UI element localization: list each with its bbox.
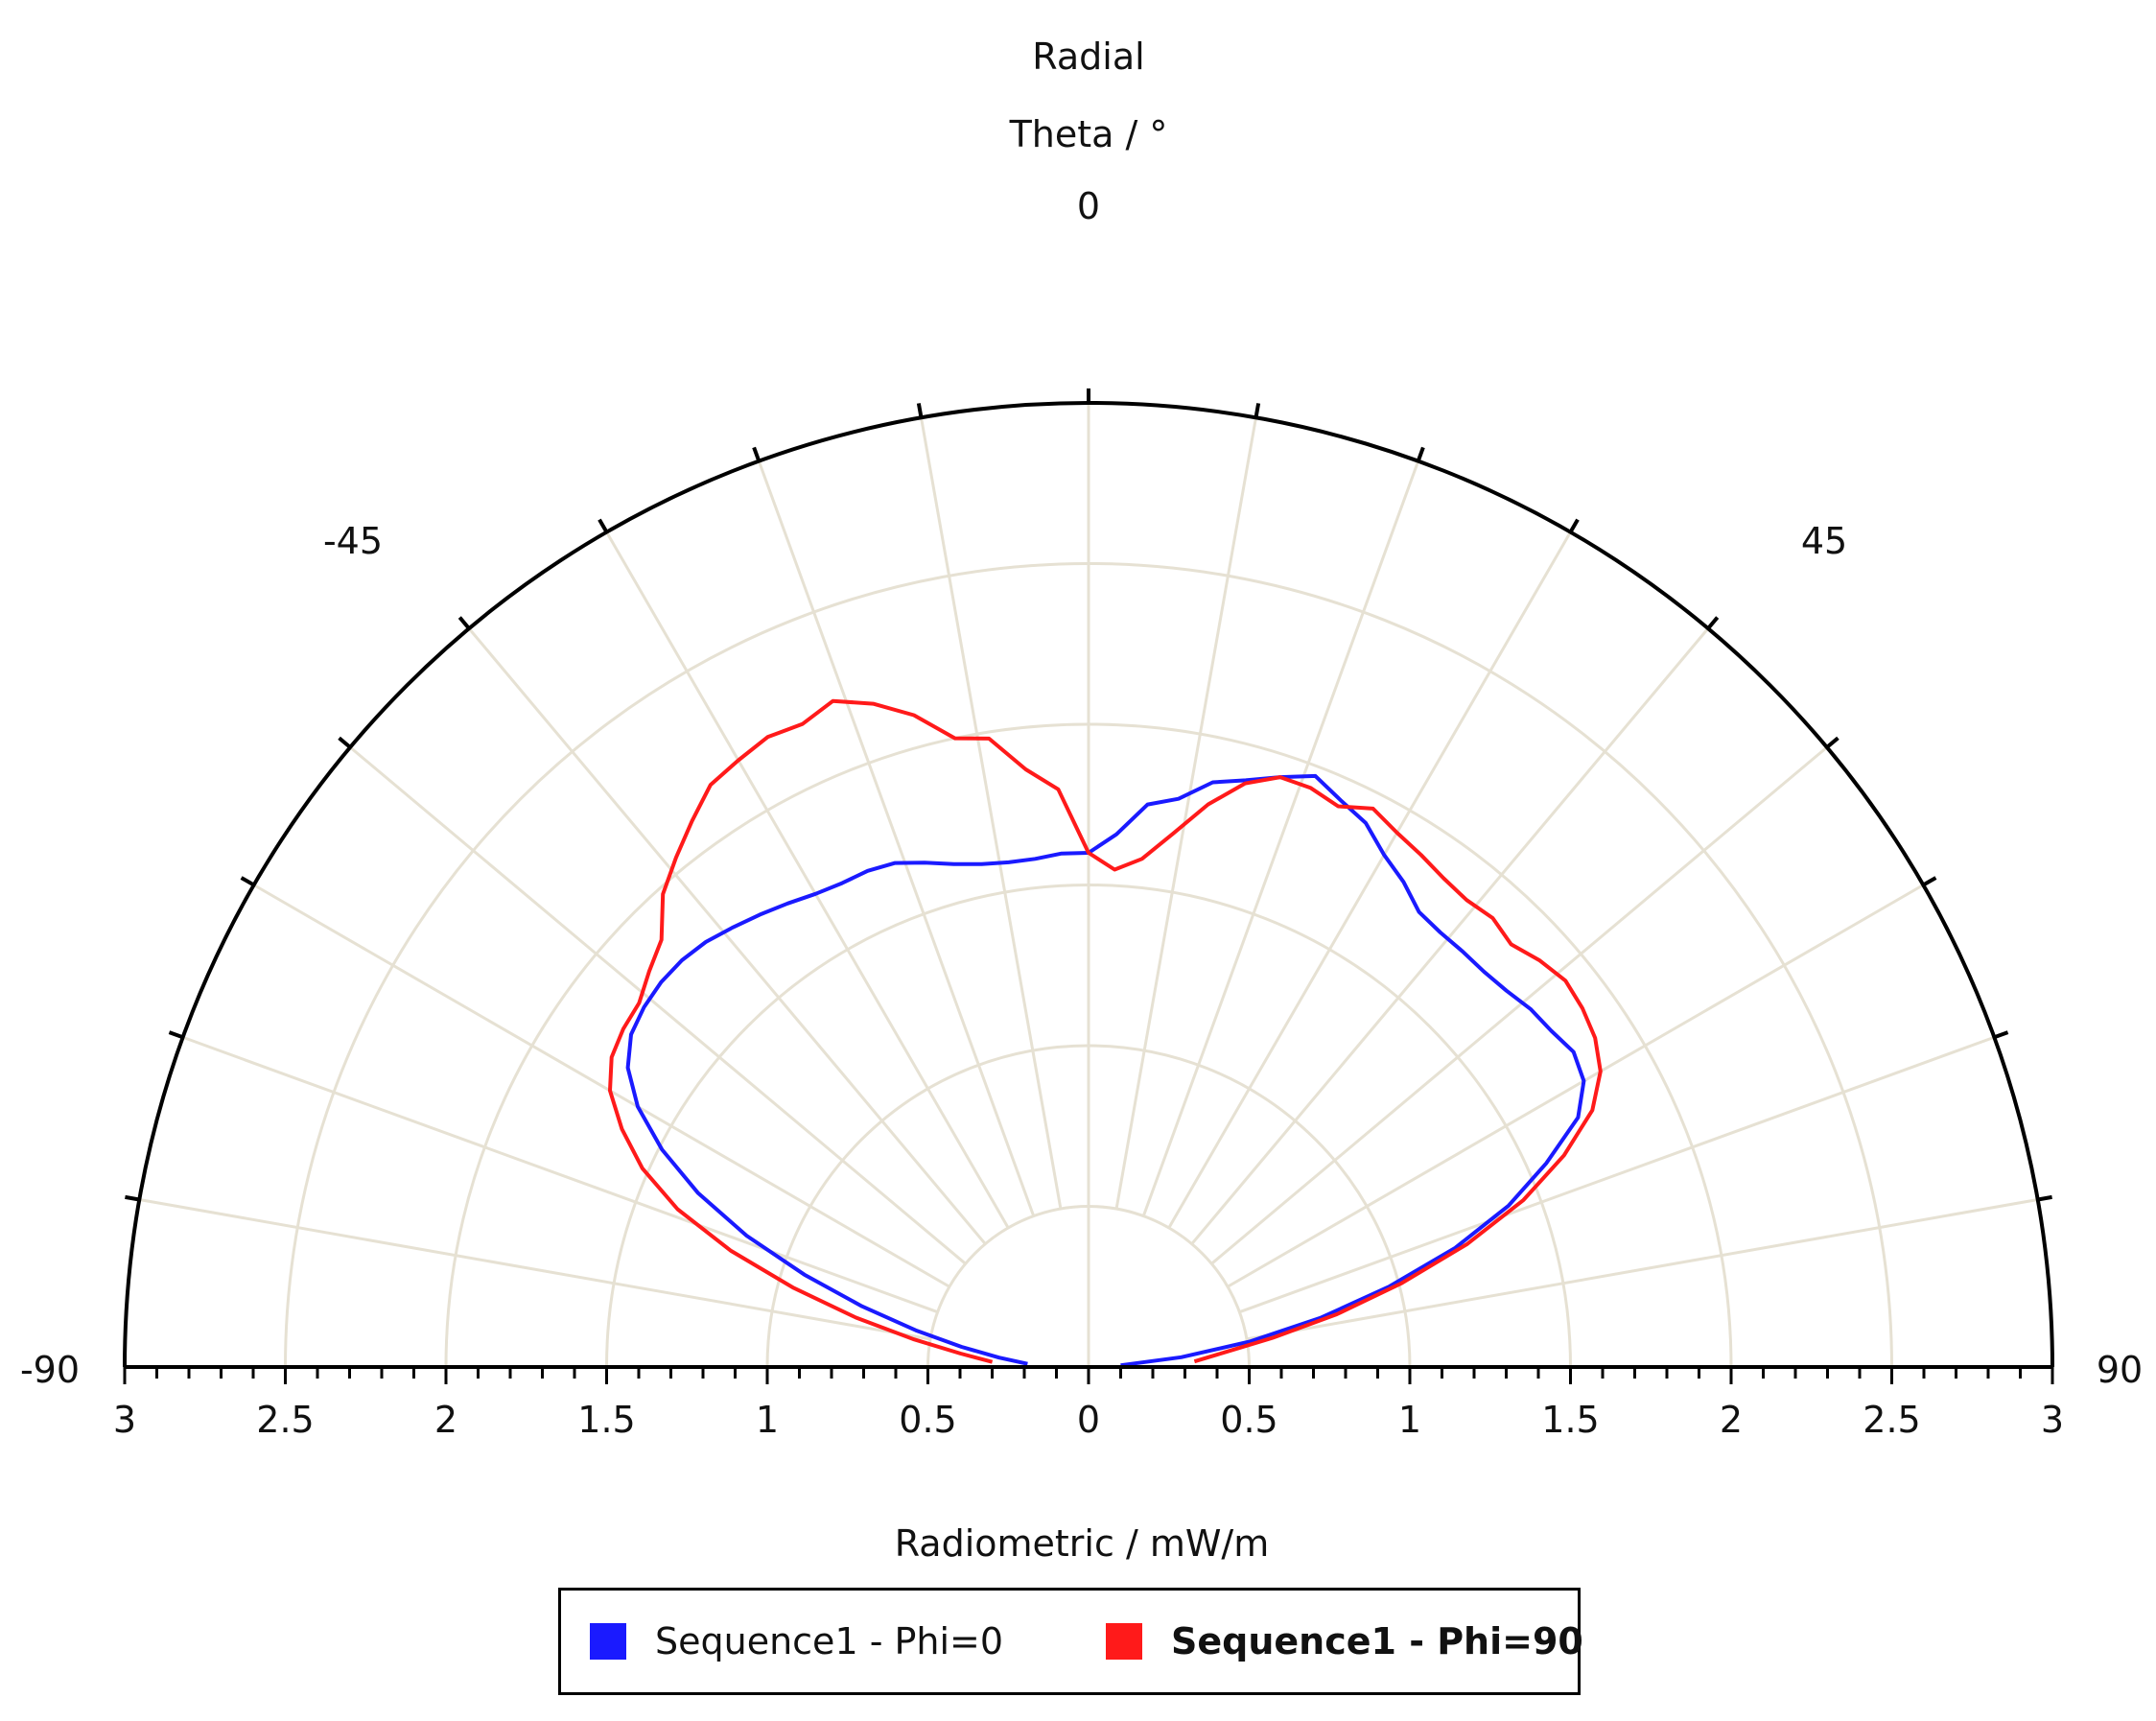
legend-item-phi0: Sequence1 - Phi=0 xyxy=(590,1591,1003,1692)
legend-label-phi90: Sequence1 - Phi=90 xyxy=(1171,1620,1583,1662)
angle-tick xyxy=(338,736,352,749)
angle-tick xyxy=(240,876,255,887)
grid-spoke xyxy=(1227,884,1925,1288)
grid xyxy=(139,403,2038,1368)
grid-spoke xyxy=(139,1198,931,1341)
angle-tick xyxy=(598,518,609,533)
radius-tick-label: 0.5 xyxy=(899,1399,956,1441)
radius-tick-label: 2.5 xyxy=(1863,1399,1920,1441)
grid-spoke xyxy=(467,627,987,1245)
radius-tick-label: 2 xyxy=(1720,1399,1743,1441)
angle-tick xyxy=(168,1030,184,1040)
angle-tick-label: 0 xyxy=(1077,185,1100,227)
angle-tick-label: -45 xyxy=(323,520,383,562)
radius-tick-label: 2 xyxy=(434,1399,457,1441)
radius-tick-label: 1 xyxy=(756,1399,779,1441)
grid-spoke xyxy=(920,417,1063,1210)
grid-spoke xyxy=(1167,530,1572,1229)
angle-tick xyxy=(1922,876,1937,887)
grid-spoke xyxy=(1246,1198,2038,1341)
series xyxy=(608,698,1603,1368)
legend-item-phi90: Sequence1 - Phi=90 xyxy=(1106,1591,1583,1692)
legend: Sequence1 - Phi=0 Sequence1 - Phi=90 xyxy=(558,1588,1583,1695)
legend-swatch-phi90 xyxy=(1106,1623,1142,1660)
angle-tick xyxy=(1825,736,1840,749)
grid-spoke xyxy=(349,745,967,1265)
grid-spoke xyxy=(757,460,1036,1217)
legend-label-phi0: Sequence1 - Phi=0 xyxy=(655,1620,1004,1662)
angle-tick-label: 90 xyxy=(2097,1349,2143,1391)
angle-tick xyxy=(1993,1030,2009,1040)
radius-tick-label: 1.5 xyxy=(1541,1399,1599,1441)
grid-spoke xyxy=(252,884,950,1288)
radius-tick-label: 2.5 xyxy=(256,1399,314,1441)
angle-tick xyxy=(752,446,762,462)
grid-spoke xyxy=(182,1035,939,1314)
chart-title-radial: Radial xyxy=(1032,35,1144,78)
legend-swatch-phi0 xyxy=(590,1623,626,1660)
radius-tick-label: 1.5 xyxy=(577,1399,635,1441)
angle-tick xyxy=(1568,518,1580,533)
x-axis-label: Radiometric / mW/m xyxy=(895,1522,1270,1565)
chart-title-theta: Theta / ° xyxy=(1009,113,1168,155)
angle-tick xyxy=(2037,1194,2052,1202)
grid-spoke xyxy=(1141,460,1420,1217)
angle-tick xyxy=(916,403,924,418)
radius-tick-label: 1 xyxy=(1398,1399,1421,1441)
grid-spoke xyxy=(605,530,1010,1229)
series-line-phi90 xyxy=(608,698,1603,1364)
angle-tick xyxy=(1254,403,1261,418)
grid-spoke xyxy=(1210,745,1828,1265)
radius-tick-label: 3 xyxy=(2041,1399,2064,1441)
angle-tick xyxy=(1416,446,1425,462)
grid-spoke xyxy=(1190,627,1710,1245)
angle-tick xyxy=(1706,616,1720,630)
angle-tick-label: 45 xyxy=(1801,520,1847,562)
grid-spoke xyxy=(1238,1035,1995,1314)
angle-tick xyxy=(457,616,471,630)
radius-tick-label: 3 xyxy=(113,1399,136,1441)
axes xyxy=(123,388,2054,1384)
labels: Radial Theta / ° Radiometric / mW/m 3 2.5… xyxy=(20,35,2143,1565)
radius-tick-label: 0.5 xyxy=(1220,1399,1277,1441)
angle-tick-label: -90 xyxy=(20,1349,80,1391)
radius-tick-label: 0 xyxy=(1077,1399,1100,1441)
angle-tick xyxy=(125,1194,140,1202)
grid-spoke xyxy=(1114,417,1257,1210)
